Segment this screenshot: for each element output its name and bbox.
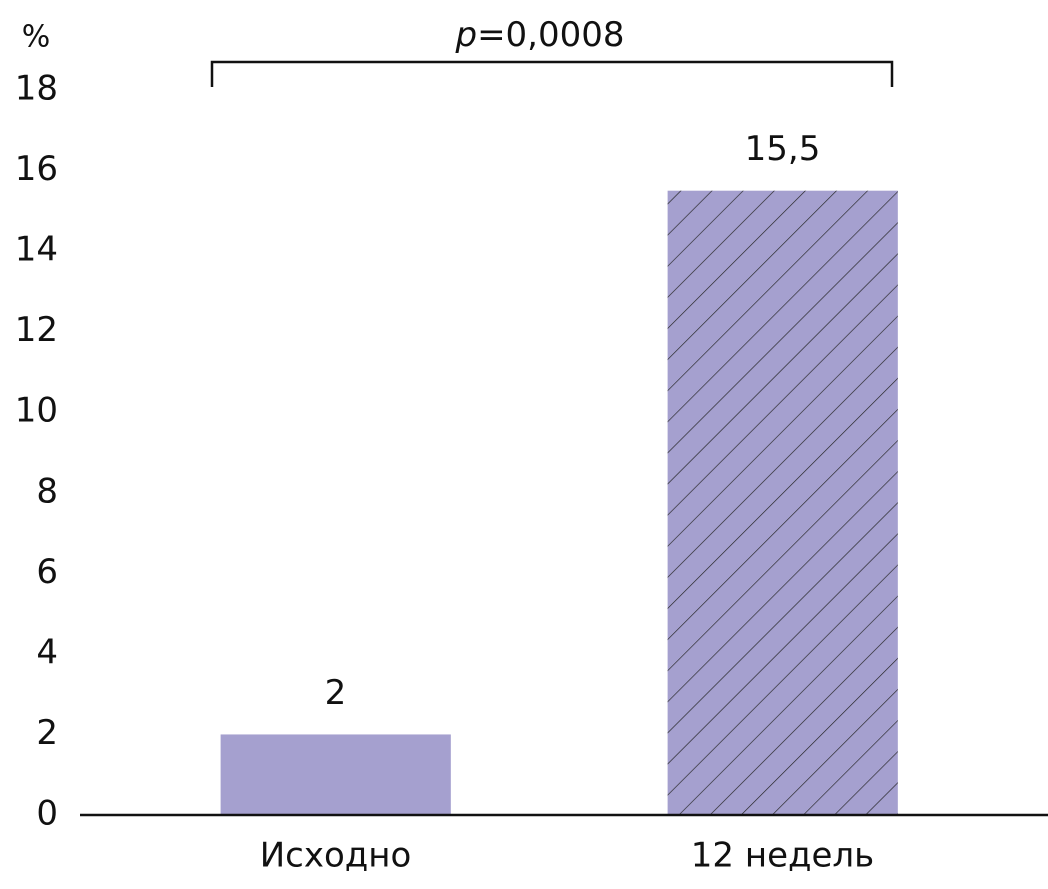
y-tick-label: 4 xyxy=(36,632,58,672)
y-tick-label: 16 xyxy=(15,149,58,189)
annotation-text: =0,0008 xyxy=(477,15,624,55)
y-tick-label: 10 xyxy=(15,391,58,431)
y-tick-label: 18 xyxy=(15,69,58,109)
bar-hatch xyxy=(667,190,898,815)
value-label: 2 xyxy=(325,673,347,713)
annotation-symbol: p xyxy=(454,15,477,55)
value-label: 15,5 xyxy=(745,129,821,169)
y-axis-label: % xyxy=(22,20,51,55)
y-tick-label: 12 xyxy=(15,310,58,350)
x-tick-label: Исходно xyxy=(260,836,412,876)
y-tick-label: 6 xyxy=(36,552,58,592)
y-tick-label: 14 xyxy=(15,230,58,270)
y-tick-label: 2 xyxy=(36,713,58,753)
y-tick-label: 8 xyxy=(36,471,58,511)
y-tick-label: 0 xyxy=(36,794,58,834)
x-tick-label: 12 недель xyxy=(691,836,874,876)
significance-bracket xyxy=(210,60,894,87)
annotation: p=0,0008 xyxy=(454,15,624,55)
bar xyxy=(220,734,451,815)
